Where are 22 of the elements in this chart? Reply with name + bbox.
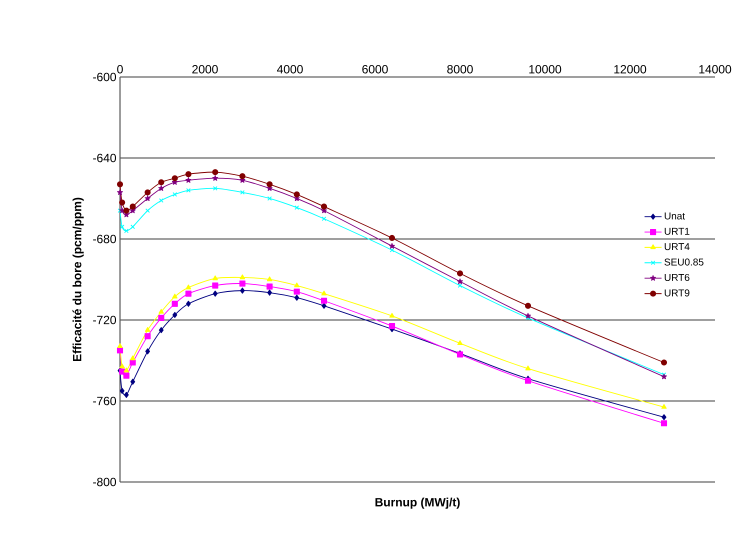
y-tick-label: -600 (93, 72, 116, 82)
x-tick-label: 12000 (614, 65, 646, 74)
x-tick-label: 10000 (529, 65, 562, 74)
legend-label: URT4 (664, 243, 690, 250)
x-axis-title: Burnup (MWj/t) (375, 498, 460, 509)
y-tick-label: -760 (93, 396, 116, 406)
y-axis-title: Efficacité du bore (pcm/ppm) (72, 198, 84, 362)
x-tick-label: 0 (117, 65, 123, 74)
y-tick-label: -680 (93, 234, 116, 244)
y-tick-label: -640 (93, 154, 116, 162)
x-tick-label: 6000 (362, 65, 388, 74)
legend-label: URT1 (664, 228, 690, 235)
x-tick-label: 8000 (447, 65, 473, 74)
legend-label: SEU0.85 (664, 258, 704, 266)
x-tick-label: 4000 (276, 65, 303, 74)
legend-label: Unat (664, 212, 685, 220)
y-tick-label: -720 (93, 316, 116, 324)
legend-label: URT9 (664, 289, 690, 296)
x-tick-label: 14000 (699, 65, 732, 74)
legend-label: URT6 (664, 274, 690, 282)
x-tick-label: 2000 (192, 65, 218, 74)
y-tick-label: -800 (93, 478, 116, 486)
